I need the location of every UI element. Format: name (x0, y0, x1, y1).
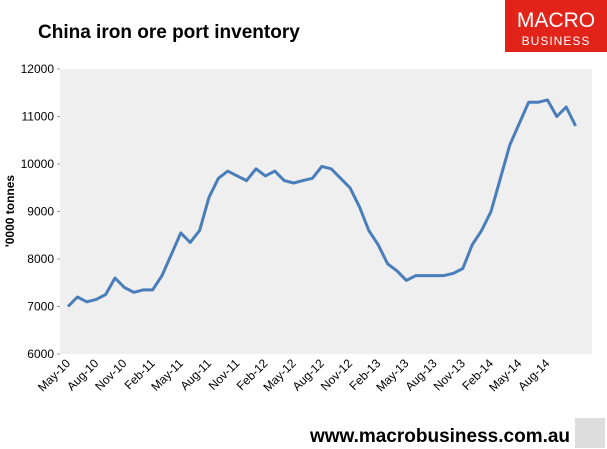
y-tick-label: 12000 (21, 62, 55, 76)
x-tick-label: May-14 (486, 356, 524, 394)
y-tick-label: 11000 (22, 110, 55, 124)
chart-title: China iron ore port inventory (38, 22, 300, 43)
x-tick-label: Nov-12 (318, 356, 355, 393)
series-line (66, 98, 577, 308)
x-tick-label: May-13 (373, 356, 411, 394)
x-tick-label: Aug-14 (515, 356, 552, 393)
logo: MACRO BUSINESS (505, 0, 607, 52)
y-axis-label: '0000 tonnes (3, 175, 17, 248)
footer-url: www.macrobusiness.com.au (309, 426, 570, 447)
plot-area (60, 69, 592, 354)
y-tick-label: 10000 (21, 157, 55, 171)
x-tick-label: May-10 (35, 356, 73, 394)
x-tick-label: May-11 (148, 356, 186, 394)
y-tick-label: 6000 (27, 347, 54, 361)
y-tick-label: 8000 (27, 252, 54, 266)
logo-top: MACRO (517, 9, 595, 32)
x-tick-label: Nov-13 (431, 356, 468, 393)
y-tick-label: 7000 (27, 300, 54, 314)
x-tick-label: Nov-10 (92, 356, 129, 393)
logo-box (505, 0, 607, 52)
y-tick-label: 9000 (27, 205, 54, 219)
wolf-icon (575, 418, 605, 448)
logo-bottom: BUSINESS (522, 34, 591, 48)
x-tick-label: May-12 (261, 356, 299, 394)
